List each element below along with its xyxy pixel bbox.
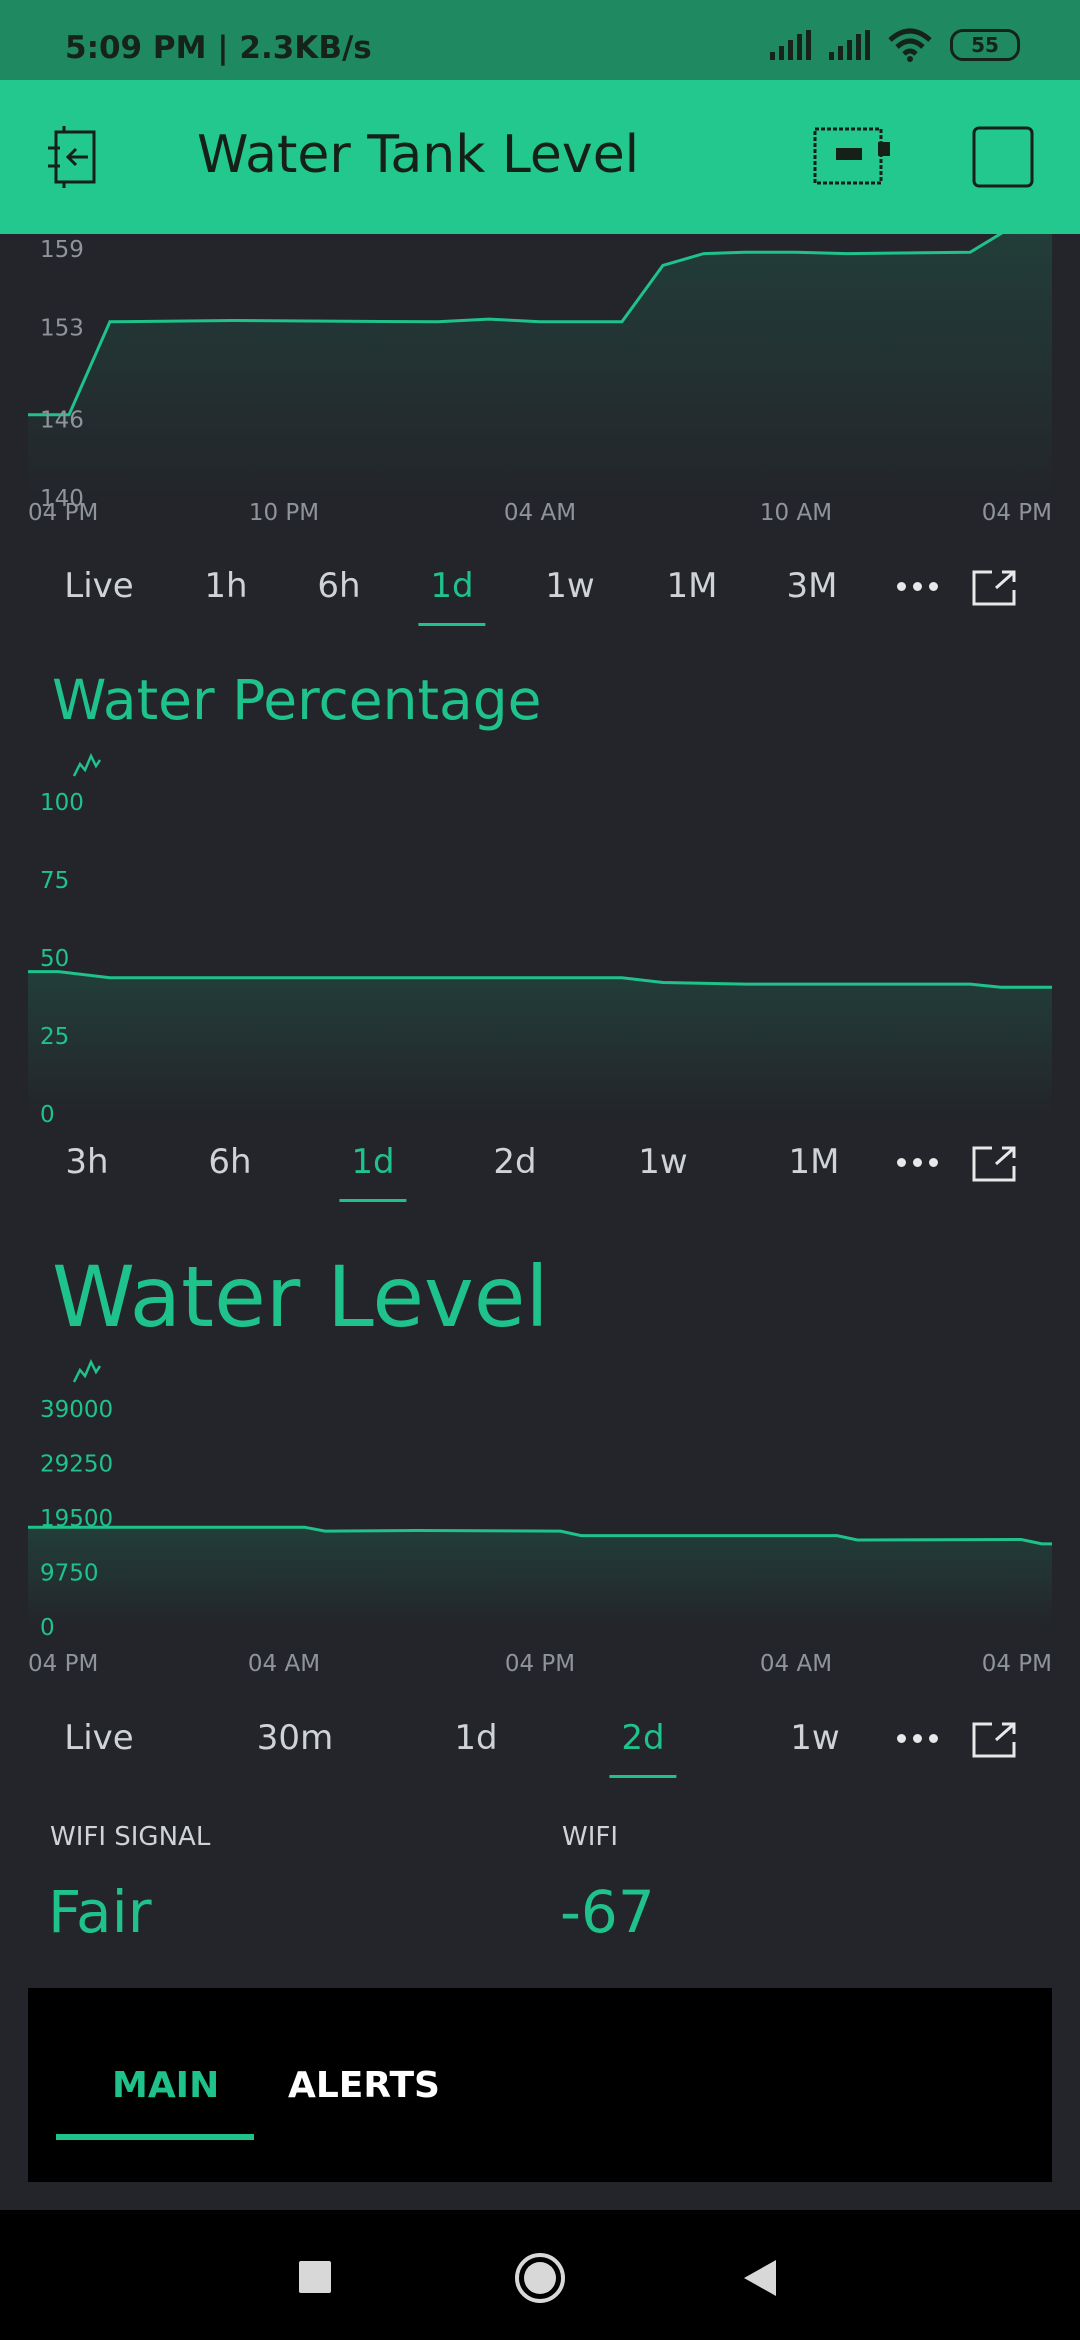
chart-water-percentage-tab-3h[interactable]: 3h xyxy=(53,1122,120,1202)
chart-water-level-x-tick-label: 04 PM xyxy=(982,1651,1052,1675)
chart-water-percentage-area xyxy=(28,972,1052,1112)
chart-top-tab-6h[interactable]: 6h xyxy=(305,546,372,626)
square-icon[interactable] xyxy=(972,126,1034,188)
active-tab-indicator xyxy=(56,2134,254,2140)
chart-water-percentage-y-tick-label: 25 xyxy=(40,1024,69,1050)
chart-top-tab-1m[interactable]: 1M xyxy=(655,546,730,626)
chart-water-level-range-tabs: Live 30m 1d 2d 1w xyxy=(0,1698,1080,1778)
status-bar: 5:09 PM | 2.3KB/s 55 xyxy=(0,0,1080,80)
chart-water-percentage-tab-6h[interactable]: 6h xyxy=(196,1122,263,1202)
status-time: 5:09 PM | 2.3KB/s xyxy=(65,30,372,66)
wifi-icon xyxy=(888,28,932,62)
wifi-signal-value: Fair xyxy=(48,1878,152,1946)
battery-icon: 55 xyxy=(950,29,1020,61)
chart-water-percentage-range-tabs: 3h 6h 1d 2d 1w 1M xyxy=(0,1122,1080,1202)
chart-top-area xyxy=(28,234,1052,496)
chart-water-level-tab-1w[interactable]: 1w xyxy=(778,1698,851,1778)
chart-top-tab-1w[interactable]: 1w xyxy=(533,546,606,626)
chart-water-percentage-y-tick-label: 100 xyxy=(40,790,84,816)
chart-water-percentage: 100 75 50 25 0 xyxy=(0,770,1080,1130)
chart-water-level-tab-1d[interactable]: 1d xyxy=(442,1698,509,1778)
chart-top-y-tick-label: 146 xyxy=(40,407,84,433)
chart-water-percentage-title: Water Percentage xyxy=(52,668,541,732)
app-bar: Water Tank Level xyxy=(0,80,1080,234)
chart-top-y-tick-label: 159 xyxy=(40,237,84,263)
chart-top-x-tick-label: 10 AM xyxy=(760,500,832,526)
recents-icon[interactable] xyxy=(298,2260,332,2294)
device-icon[interactable] xyxy=(812,126,892,186)
more-options-icon[interactable] xyxy=(897,582,938,591)
chart-water-level-x-tick-label: 04 AM xyxy=(248,1651,320,1675)
chart-water-level-svg: 39000 29250 19500 9750 0 04 PM 04 AM 04 PM 04 AM… xyxy=(0,1375,1080,1675)
chart-water-level-y-tick-label: 19500 xyxy=(40,1506,113,1532)
chart-water-level-area xyxy=(28,1527,1052,1625)
chart-water-level-y-tick-label: 39000 xyxy=(40,1397,113,1423)
expand-icon-2[interactable] xyxy=(970,1144,1020,1184)
battery-level: 55 xyxy=(971,33,999,57)
status-icons: 55 xyxy=(770,28,1020,62)
signal-icon xyxy=(770,30,811,60)
chart-top-tab-live[interactable]: Live xyxy=(52,546,145,626)
more-options-icon-3[interactable] xyxy=(897,1734,938,1743)
chart-water-percentage-y-tick-label: 50 xyxy=(40,946,69,972)
wifi-label: WIFI xyxy=(562,1822,618,1852)
chart-water-level-tab-30m[interactable]: 30m xyxy=(245,1698,345,1778)
chart-water-level-x-tick-label: 04 PM xyxy=(505,1651,575,1675)
chart-top-x-tick-label: 04 PM xyxy=(28,500,98,526)
system-nav-bar xyxy=(0,2210,1080,2340)
wifi-signal-label: WIFI SIGNAL xyxy=(50,1822,210,1852)
exit-icon[interactable] xyxy=(44,124,110,190)
chart-water-level-x-tick-label: 04 PM xyxy=(28,1651,98,1675)
chart-top-y-tick-label: 153 xyxy=(40,316,84,342)
expand-icon[interactable] xyxy=(970,568,1020,608)
tab-alerts[interactable]: ALERTS xyxy=(288,1988,440,2182)
expand-icon-3[interactable] xyxy=(970,1720,1020,1760)
chart-water-level-tab-live[interactable]: Live xyxy=(52,1698,145,1778)
chart-water-percentage-tab-1w[interactable]: 1w xyxy=(626,1122,699,1202)
chart-top-tab-1h[interactable]: 1h xyxy=(192,546,259,626)
chart-water-level: 39000 29250 19500 9750 0 04 PM 04 AM 04 PM 04 AM… xyxy=(0,1375,1080,1675)
chart-water-level-y-tick-label: 29250 xyxy=(40,1452,113,1478)
chart-top-range-tabs: Live 1h 6h 1d 1w 1M 3M xyxy=(0,546,1080,626)
chart-top-tab-3m[interactable]: 3M xyxy=(775,546,850,626)
chart-water-percentage-y-tick-label: 75 xyxy=(40,868,69,894)
page-title: Water Tank Level xyxy=(197,125,639,185)
chart-water-percentage-tab-1m[interactable]: 1M xyxy=(777,1122,852,1202)
chart-water-percentage-tab-2d[interactable]: 2d xyxy=(481,1122,548,1202)
signal-icon-2 xyxy=(829,30,870,60)
chart-water-level-x-tick-label: 04 AM xyxy=(760,1651,832,1675)
chart-water-level-tab-2d[interactable]: 2d xyxy=(609,1698,676,1778)
wifi-value: -67 xyxy=(560,1878,655,1946)
chart-water-level-title: Water Level xyxy=(52,1248,549,1346)
chart-top-x-tick-label: 04 AM xyxy=(504,500,576,526)
chart-top-tab-1d[interactable]: 1d xyxy=(418,546,485,626)
chart-top-x-tick-label: 04 PM xyxy=(982,500,1052,526)
chart-water-level-y-tick-label: 9750 xyxy=(40,1561,99,1587)
bottom-tab-bar: MAIN ALERTS xyxy=(28,1988,1052,2182)
back-icon[interactable] xyxy=(742,2258,778,2298)
chart-water-percentage-tab-1d[interactable]: 1d xyxy=(339,1122,406,1202)
chart-water-level-y-tick-label: 0 xyxy=(40,1615,55,1641)
home-icon[interactable] xyxy=(513,2251,567,2305)
chart-top: 159 153 146 140 04 PM 10 PM 04 AM 10 AM 04 PM xyxy=(0,234,1080,534)
chart-top-x-tick-label: 10 PM xyxy=(249,500,319,526)
more-options-icon-2[interactable] xyxy=(897,1158,938,1167)
tab-main[interactable]: MAIN xyxy=(112,1988,219,2182)
